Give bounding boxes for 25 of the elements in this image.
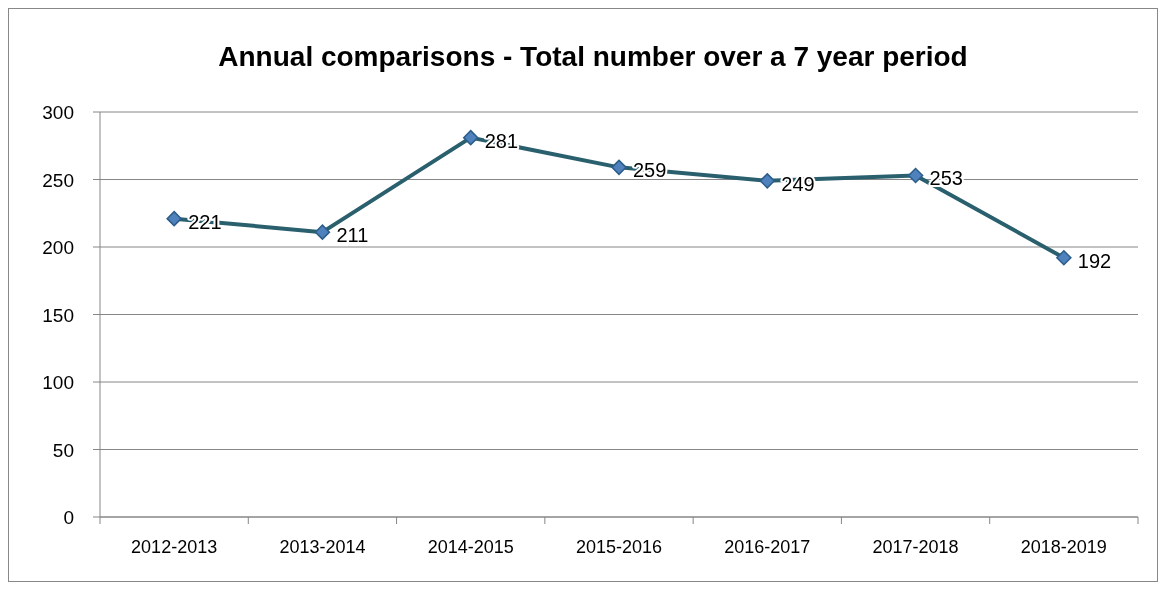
y-tick-label: 50 (52, 439, 74, 461)
x-tick-label: 2015-2016 (575, 537, 663, 557)
x-tick-label: 2016-2017 (724, 537, 811, 557)
x-tick-label: 2012-2013 (131, 537, 218, 557)
x-tick-label: 2018-2019 (1020, 537, 1107, 557)
data-label: 211 (336, 224, 369, 247)
x-tick-label: 2013-2014 (279, 537, 366, 557)
point (166, 210, 182, 227)
y-tick-label: 200 (42, 237, 74, 258)
y-tick-label: 300 (42, 102, 74, 123)
x-tick-label: 2017-2018 (872, 537, 959, 557)
y-tick-label: 100 (42, 372, 74, 393)
point (907, 167, 924, 184)
point (611, 159, 627, 176)
point (314, 224, 331, 240)
point (1056, 250, 1072, 266)
y-tick-label: 0 (63, 507, 74, 528)
point (759, 173, 776, 189)
chart-title: Annual comparisons - Total number over a 7 year period (218, 41, 968, 72)
y-tick-label: 150 (42, 304, 74, 326)
data-label: 253 (929, 167, 963, 190)
y-tick-label: 250 (42, 169, 74, 191)
point (462, 129, 479, 146)
x-tick-label: 2014-2015 (427, 537, 514, 557)
data-label: 192 (1077, 249, 1112, 272)
